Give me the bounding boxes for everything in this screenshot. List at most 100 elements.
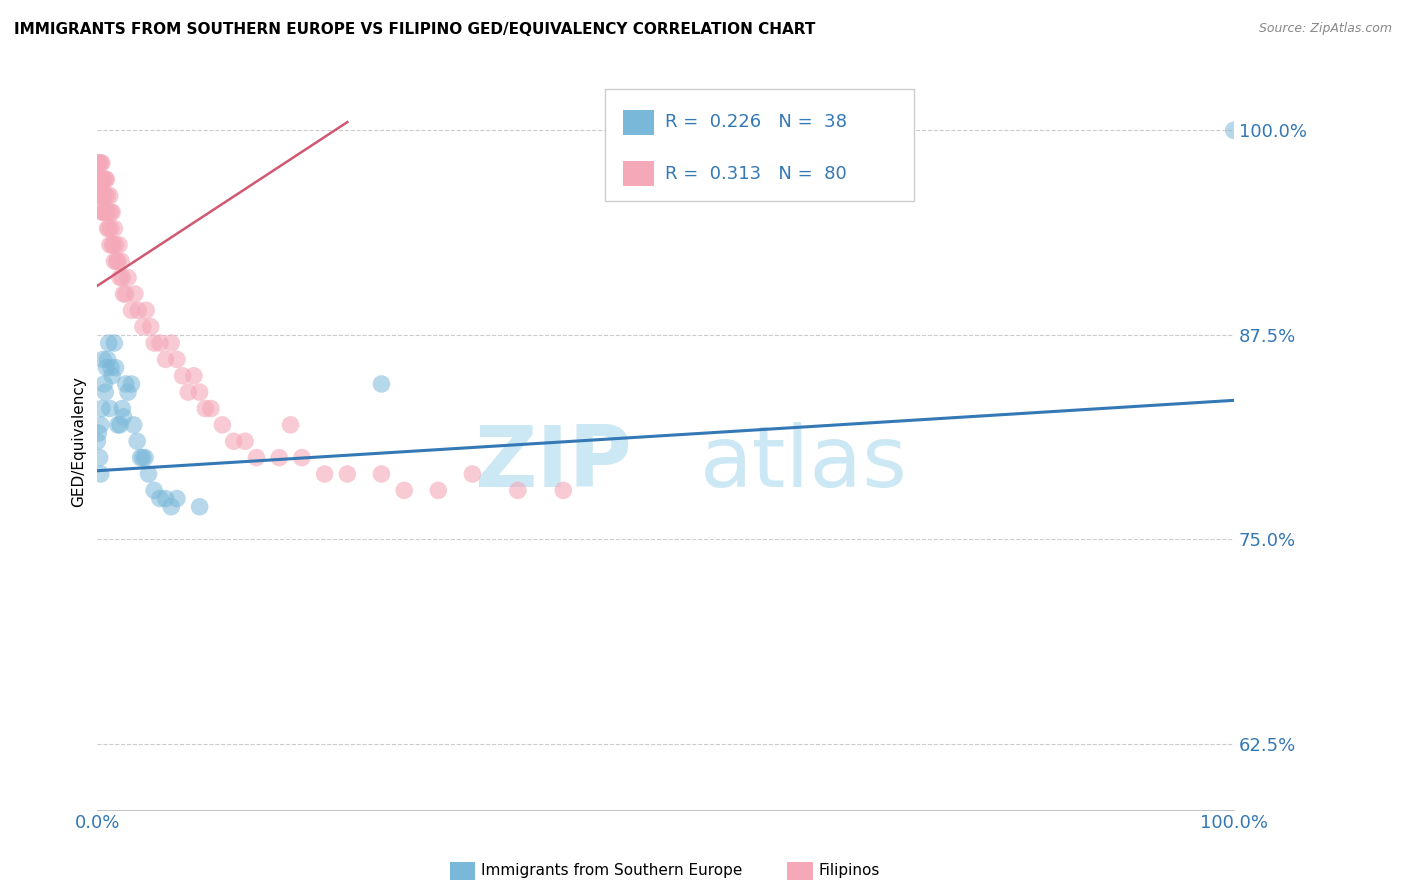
- Point: [129, 450, 152, 465]
- Point: [97, 352, 120, 367]
- Point: [97, 188, 120, 202]
- Point: [101, 368, 124, 383]
- Point: [370, 376, 392, 391]
- Point: [91, 205, 114, 219]
- Point: [103, 336, 125, 351]
- Point: [127, 434, 149, 449]
- Point: [149, 336, 172, 351]
- Point: [93, 172, 115, 186]
- Text: ZIP: ZIP: [474, 422, 631, 505]
- Point: [155, 352, 177, 367]
- Point: [87, 156, 110, 170]
- Point: [211, 417, 233, 432]
- Point: [96, 172, 118, 186]
- Point: [160, 336, 183, 351]
- Point: [94, 205, 117, 219]
- Point: [172, 368, 194, 383]
- Point: [86, 156, 108, 170]
- Point: [200, 401, 222, 416]
- Point: [506, 483, 529, 498]
- Point: [188, 385, 211, 400]
- Text: R =  0.313   N =  80: R = 0.313 N = 80: [665, 165, 846, 183]
- Point: [101, 237, 124, 252]
- Point: [127, 303, 149, 318]
- Point: [91, 188, 114, 202]
- Point: [96, 360, 118, 375]
- Point: [194, 401, 217, 416]
- Point: [112, 409, 135, 424]
- Point: [222, 434, 245, 449]
- Point: [90, 467, 112, 481]
- Point: [93, 376, 115, 391]
- Point: [94, 188, 117, 202]
- Point: [177, 385, 200, 400]
- Point: [90, 401, 112, 416]
- Point: [553, 483, 575, 498]
- Point: [100, 221, 122, 235]
- Point: [91, 172, 114, 186]
- Point: [1223, 123, 1246, 137]
- Point: [86, 434, 108, 449]
- Text: Source: ZipAtlas.com: Source: ZipAtlas.com: [1258, 22, 1392, 36]
- Point: [97, 221, 120, 235]
- Text: IMMIGRANTS FROM SOUTHERN EUROPE VS FILIPINO GED/EQUIVALENCY CORRELATION CHART: IMMIGRANTS FROM SOUTHERN EUROPE VS FILIP…: [14, 22, 815, 37]
- Point: [89, 188, 111, 202]
- Text: atlas: atlas: [700, 422, 908, 505]
- Point: [138, 467, 160, 481]
- Point: [111, 270, 134, 285]
- Point: [245, 450, 267, 465]
- Point: [392, 483, 415, 498]
- Point: [188, 500, 211, 514]
- Point: [143, 336, 166, 351]
- Point: [86, 172, 108, 186]
- Point: [166, 352, 188, 367]
- Point: [100, 205, 122, 219]
- Point: [108, 237, 131, 252]
- Point: [90, 417, 112, 432]
- Point: [269, 450, 291, 465]
- Point: [139, 319, 162, 334]
- Point: [89, 172, 111, 186]
- Point: [120, 376, 142, 391]
- Point: [143, 483, 166, 498]
- Point: [280, 417, 302, 432]
- Point: [87, 188, 110, 202]
- Point: [98, 401, 121, 416]
- Point: [96, 205, 118, 219]
- Point: [124, 287, 146, 301]
- Point: [233, 434, 256, 449]
- Point: [87, 172, 110, 186]
- Point: [117, 270, 139, 285]
- Y-axis label: GED/Equivalency: GED/Equivalency: [72, 376, 86, 507]
- Point: [97, 336, 120, 351]
- Text: R =  0.226   N =  38: R = 0.226 N = 38: [665, 113, 846, 131]
- Point: [135, 303, 157, 318]
- Point: [93, 205, 115, 219]
- Point: [98, 188, 121, 202]
- Point: [104, 360, 127, 375]
- Point: [89, 450, 111, 465]
- Point: [89, 156, 111, 170]
- Point: [155, 491, 177, 506]
- Point: [103, 254, 125, 268]
- Point: [90, 188, 112, 202]
- Point: [97, 221, 120, 235]
- Point: [336, 467, 359, 481]
- Point: [90, 156, 112, 170]
- Point: [107, 417, 129, 432]
- Point: [87, 426, 110, 441]
- Point: [122, 417, 145, 432]
- Point: [427, 483, 450, 498]
- Point: [370, 467, 392, 481]
- Point: [160, 500, 183, 514]
- Point: [117, 385, 139, 400]
- Point: [108, 417, 131, 432]
- Text: Filipinos: Filipinos: [818, 863, 880, 878]
- Point: [98, 237, 121, 252]
- Point: [120, 303, 142, 318]
- Point: [94, 172, 117, 186]
- Point: [461, 467, 484, 481]
- Point: [90, 172, 112, 186]
- Point: [90, 172, 112, 186]
- Point: [112, 287, 135, 301]
